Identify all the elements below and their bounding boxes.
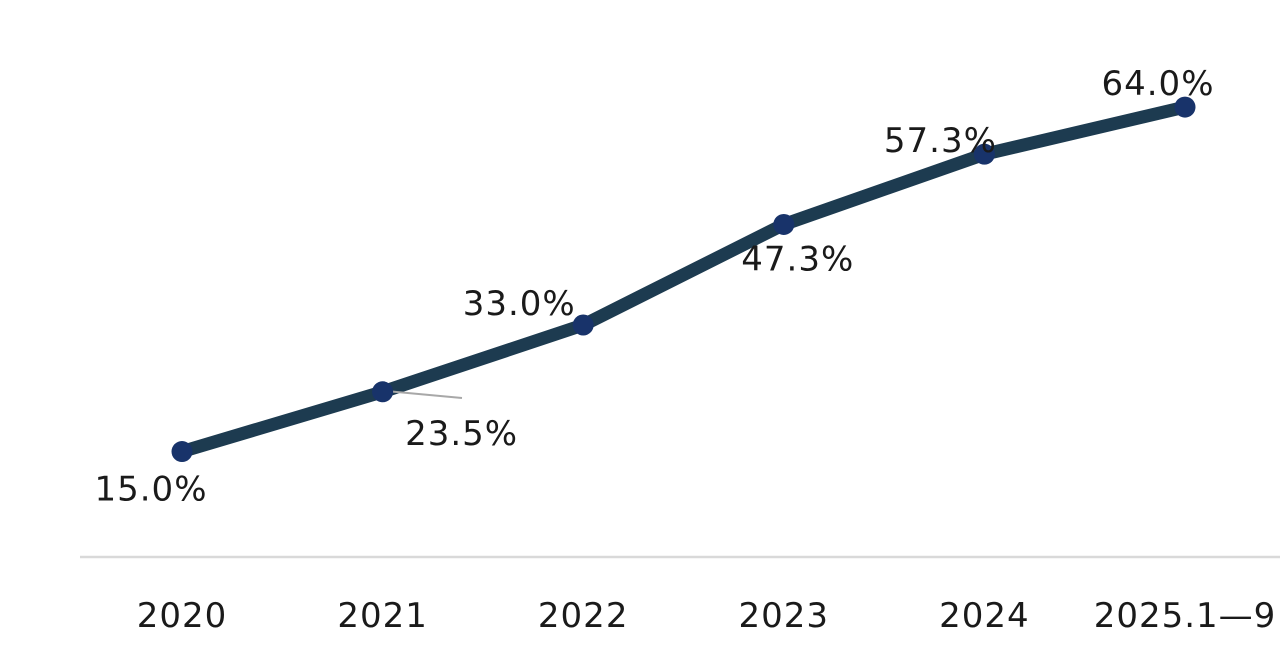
trend-line [175, 100, 1192, 459]
data-label-2022: 33.0% [463, 284, 576, 324]
data-point-2020 [171, 441, 193, 463]
data-label-2021: 23.5% [405, 414, 518, 454]
label-leader-line [385, 390, 463, 399]
x-axis-label-2025.1—9: 2025.1—9 [1094, 596, 1277, 636]
data-point-2021 [372, 381, 394, 403]
data-point-2025.1—9 [1174, 96, 1196, 118]
x-axis-label-2021: 2021 [337, 596, 428, 636]
x-axis-label-2022: 2022 [538, 596, 629, 636]
x-axis-label-2020: 2020 [137, 596, 228, 636]
x-axis-label-2023: 2023 [739, 596, 830, 636]
data-point-2022 [572, 314, 594, 336]
data-point-2023 [773, 213, 795, 235]
data-label-2024: 57.3% [884, 121, 997, 161]
data-label-2020: 15.0% [94, 470, 207, 510]
data-label-2025.1—9: 64.0% [1101, 64, 1214, 104]
data-point-2024 [973, 143, 995, 165]
x-axis-label-2024: 2024 [939, 596, 1030, 636]
data-label-2023: 47.3% [741, 239, 854, 279]
